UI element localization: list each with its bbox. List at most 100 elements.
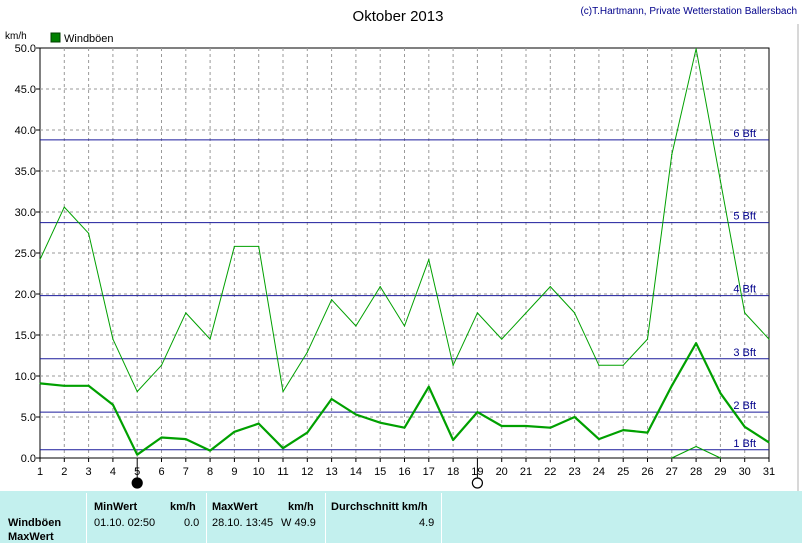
data-point-max-6 [160, 364, 163, 366]
statistics-panel: MinWert km/h MaxWert km/h Durchschnitt k… [0, 491, 802, 543]
data-point-mean-11 [282, 447, 284, 449]
x-tick-label-22: 22 [544, 466, 556, 478]
data-point-mean-9 [233, 431, 235, 433]
y-tick-label-40.0: 40.0 [15, 125, 36, 137]
data-point-max-9 [233, 245, 235, 248]
data-point-mean-20 [501, 425, 503, 427]
beaufort-label-6: 6 Bft [733, 128, 756, 140]
beaufort-lines: 1 Bft 2 Bft 3 Bft 4 Bft 5 Bft 6 Bft [40, 128, 769, 451]
data-point-mean-15 [379, 422, 381, 424]
x-tick-label-13: 13 [325, 466, 337, 478]
divider-3 [325, 493, 326, 543]
data-point-max-29 [719, 180, 722, 182]
data-point-max-30 [744, 312, 746, 314]
data-point-mean-24 [598, 438, 600, 440]
x-tick-label-4: 4 [110, 466, 116, 478]
data-point-max-20 [501, 338, 503, 340]
stats-min-time: 01.10. 02:50 [94, 517, 156, 529]
data-point-mean-31 [768, 441, 770, 444]
data-point-min-28 [695, 445, 697, 448]
legend-swatch [50, 32, 61, 43]
y-tick-label-5.0: 5.0 [21, 412, 36, 424]
stats-max-value: W 49.9 [281, 517, 316, 529]
data-point-mean-30 [744, 426, 746, 428]
data-point-mean-16 [403, 427, 406, 429]
data-point-max-18 [452, 364, 454, 366]
x-tick-label-16: 16 [398, 466, 410, 478]
data-point-max-12 [306, 351, 308, 353]
x-tick-label-26: 26 [641, 466, 653, 478]
x-tick-label-30: 30 [739, 466, 751, 478]
x-tick-label-9: 9 [231, 466, 237, 478]
data-point-mean-1 [39, 382, 41, 384]
x-tick-label-17: 17 [423, 466, 435, 478]
beaufort-label-3: 3 Bft [733, 347, 756, 359]
stats-max-header: MaxWert [212, 501, 258, 513]
series-lines [39, 48, 770, 459]
data-point-mean-10 [258, 422, 260, 425]
data-point-mean-19 [476, 411, 478, 413]
data-point-min-27 [671, 457, 673, 459]
moon-phase-markers [131, 462, 483, 489]
stats-row-label-windboeen: Windböen [8, 517, 62, 529]
data-point-mean-25 [622, 429, 624, 431]
divider-2 [206, 493, 207, 543]
data-point-max-13 [331, 299, 333, 301]
data-point-max-23 [574, 312, 576, 314]
data-point-mean-22 [549, 427, 551, 429]
beaufort-label-2: 2 Bft [733, 400, 756, 412]
x-tick-label-7: 7 [183, 466, 189, 478]
data-point-mean-14 [355, 413, 357, 416]
data-point-mean-23 [574, 416, 576, 418]
y-tick-label-10.0: 10.0 [15, 371, 36, 383]
x-tick-label-21: 21 [520, 466, 532, 478]
data-point-mean-26 [646, 431, 649, 434]
y-tick-label-0.0: 0.0 [21, 453, 36, 465]
data-point-min-29 [719, 457, 722, 459]
y-tick-label-25.0: 25.0 [15, 248, 36, 260]
data-point-max-24 [598, 364, 600, 366]
data-point-max-21 [525, 312, 527, 314]
data-point-mean-12 [306, 431, 308, 434]
data-point-max-1 [39, 258, 41, 261]
data-point-max-17 [428, 258, 430, 261]
x-tick-label-23: 23 [568, 466, 580, 478]
data-point-max-5 [136, 390, 138, 393]
chart-title: Oktober 2013 [353, 8, 444, 25]
data-point-mean-3 [88, 385, 90, 387]
data-point-max-4 [112, 338, 114, 340]
x-tick-label-11: 11 [277, 466, 288, 478]
data-point-mean-28 [695, 342, 697, 344]
x-tick-label-14: 14 [350, 466, 362, 478]
x-tick-label-18: 18 [447, 466, 459, 478]
data-point-max-26 [646, 338, 649, 340]
x-axis-ticks: 1234567891011121314151617181920212223242… [37, 458, 775, 478]
stats-min-unit: km/h [170, 501, 196, 513]
x-tick-label-1: 1 [37, 466, 43, 478]
data-point-max-25 [622, 364, 624, 366]
x-tick-label-3: 3 [86, 466, 92, 478]
y-tick-label-15.0: 15.0 [15, 330, 36, 342]
y-axis-ticks: 0.0 5.0 10.0 15.0 20.0 25.0 30.0 35.0 40.0 45.0 50… [15, 43, 40, 465]
x-tick-label-24: 24 [593, 466, 605, 478]
data-point-mean-13 [331, 398, 333, 400]
data-point-max-22 [549, 286, 551, 288]
x-tick-label-25: 25 [617, 466, 629, 478]
x-tick-label-10: 10 [253, 466, 265, 478]
data-point-max-2 [63, 206, 65, 208]
y-tick-label-50.0: 50.0 [15, 43, 36, 55]
divider-4 [441, 493, 442, 543]
data-point-max-8 [209, 338, 211, 340]
x-tick-label-31: 31 [763, 466, 775, 478]
data-point-mean-8 [209, 450, 211, 452]
data-point-max-3 [88, 232, 90, 234]
data-point-mean-7 [185, 438, 187, 440]
x-tick-label-6: 6 [158, 466, 164, 478]
x-tick-label-2: 2 [61, 466, 67, 478]
y-tick-label-35.0: 35.0 [15, 166, 36, 178]
copyright-text: (c)T.Hartmann, Private Wetterstation Bal… [580, 6, 797, 17]
legend-label: Windböen [64, 33, 114, 45]
new-moon-icon [131, 477, 143, 489]
x-tick-label-20: 20 [496, 466, 508, 478]
data-point-max-11 [282, 390, 284, 393]
